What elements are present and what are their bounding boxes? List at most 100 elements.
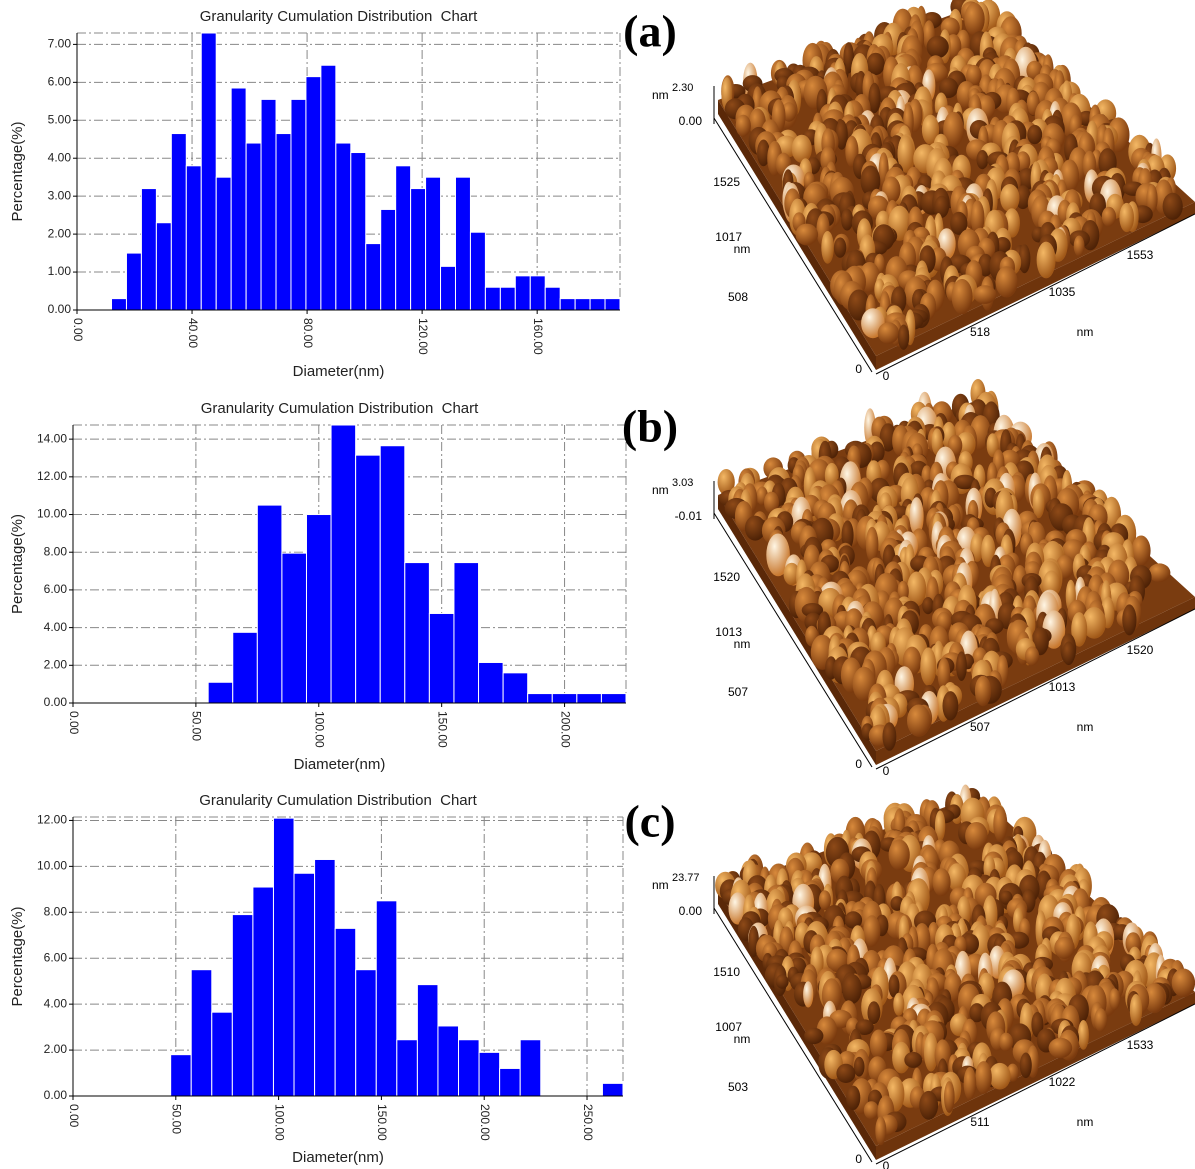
z-min: -0.01: [675, 509, 703, 523]
y-tick-label: 6.00: [44, 582, 68, 596]
surface-bump: [804, 1028, 823, 1044]
bar: [232, 915, 253, 1096]
surface-bump: [1094, 1008, 1107, 1032]
y-tick-label: 3.00: [48, 188, 72, 202]
bar: [397, 1040, 418, 1096]
afm-x-tick: 1553: [1127, 248, 1154, 262]
afm-x-tick: 507: [970, 720, 990, 734]
bar: [381, 209, 396, 310]
y-tick-label: 7.00: [48, 37, 72, 51]
surface-bump: [796, 224, 819, 246]
surface-bump: [977, 150, 989, 169]
bar: [515, 276, 530, 310]
afm-y-tick: 1520: [713, 570, 740, 584]
surface-bump: [993, 806, 1007, 841]
surface-bump: [989, 1063, 1011, 1090]
afm-y-tick: 0: [855, 1152, 862, 1166]
bar: [233, 632, 258, 703]
afm-x-unit: nm: [1077, 720, 1094, 734]
surface-bump: [996, 266, 1018, 297]
surface-bump: [875, 1116, 886, 1145]
bar: [276, 134, 291, 310]
bar: [376, 901, 397, 1096]
bar: [503, 673, 528, 703]
x-tick-label: 200.00: [558, 711, 572, 748]
y-tick-label: 5.00: [48, 112, 72, 126]
bar: [485, 287, 500, 310]
y-tick-label: 0.00: [44, 1088, 68, 1102]
afm-y-unit: nm: [734, 637, 751, 651]
surface-bump: [952, 279, 973, 314]
y-tick-label: 0.00: [44, 695, 68, 709]
x-tick-label: 50.00: [190, 711, 204, 741]
surface-bump: [1037, 242, 1056, 279]
surface-bump: [776, 975, 789, 989]
surface-bump: [864, 1101, 879, 1119]
bar: [438, 1026, 459, 1096]
bar: [294, 873, 315, 1096]
afm-y-tick: 507: [728, 685, 748, 699]
bar: [396, 166, 411, 310]
surface-bump: [944, 1081, 955, 1113]
y-tick-label: 14.00: [37, 431, 67, 445]
y-axis-label: Percentage(%): [9, 121, 26, 221]
bar: [331, 425, 356, 703]
surface-bump: [956, 651, 967, 681]
bar: [601, 694, 626, 703]
surface-bump: [1078, 1020, 1089, 1050]
bar: [253, 887, 274, 1096]
bar: [321, 65, 336, 310]
afm-x-tick: 0: [883, 1159, 890, 1169]
bar: [455, 177, 470, 310]
bar: [306, 77, 321, 310]
bar: [459, 1040, 480, 1096]
y-axis-label: Percentage(%): [9, 514, 26, 614]
bar: [212, 1012, 233, 1096]
afm-image: (b)nm3.03-0.01050710131520nm050710131520…: [622, 379, 1195, 778]
bar: [273, 818, 294, 1096]
bar: [590, 299, 605, 310]
surface-bump: [1074, 236, 1085, 257]
bar: [257, 505, 282, 703]
y-tick-label: 2.00: [44, 1042, 68, 1056]
z-max: 2.30: [672, 82, 693, 94]
y-tick-label: 6.00: [44, 950, 68, 964]
bar: [441, 266, 456, 310]
bar: [520, 1040, 541, 1096]
x-axis-label: Diameter(nm): [292, 1149, 384, 1166]
surface-bump: [870, 1030, 887, 1060]
bar: [426, 177, 441, 310]
bar: [306, 515, 331, 703]
surface-bump: [836, 1064, 855, 1083]
bar: [171, 1055, 192, 1096]
surface-bump: [878, 322, 899, 344]
bar: [417, 985, 438, 1096]
bar: [405, 563, 430, 703]
y-tick-label: 10.00: [37, 507, 67, 521]
surface-bump: [889, 839, 910, 870]
bar: [470, 232, 485, 310]
surface-bump: [973, 285, 996, 304]
y-tick-label: 2.00: [44, 657, 68, 671]
surface-bump: [803, 981, 813, 1007]
bar: [575, 299, 590, 310]
chart-title: Granularity Cumulation Distribution Char…: [201, 400, 479, 417]
x-tick-label: 100.00: [313, 711, 327, 748]
surface-bump: [1000, 184, 1019, 212]
bar: [479, 1052, 500, 1096]
z-min: 0.00: [679, 904, 703, 918]
y-tick-label: 1.00: [48, 264, 72, 278]
y-tick-label: 12.00: [37, 469, 67, 483]
surface-bump: [999, 1033, 1013, 1051]
surface-bump: [792, 135, 812, 163]
x-tick-label: 160.00: [531, 318, 545, 355]
afm-x-tick: 1520: [1127, 643, 1154, 657]
figure: Granularity Cumulation Distribution Char…: [0, 0, 1195, 1169]
x-tick-label: 100.00: [272, 1104, 286, 1141]
bar: [191, 970, 212, 1096]
bar: [282, 553, 307, 703]
surface-bump: [1122, 604, 1136, 635]
bar: [336, 143, 351, 310]
bar: [500, 1068, 521, 1096]
surface-bump: [1049, 1038, 1073, 1058]
